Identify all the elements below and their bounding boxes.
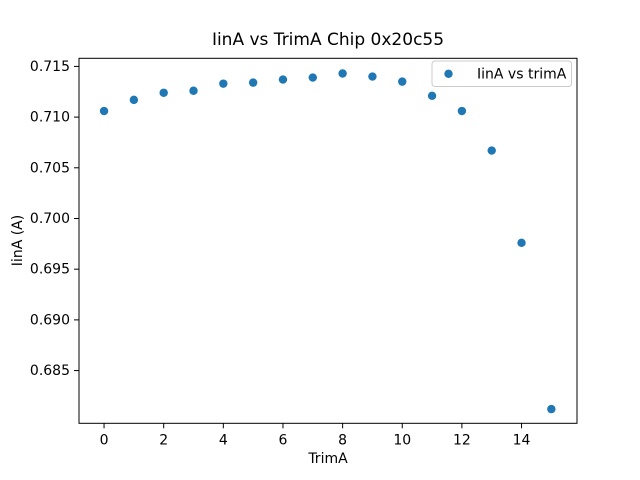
x-tick-label: 2 (159, 432, 168, 448)
y-tick-label: 0.685 (30, 363, 70, 379)
legend: IinA vs trimA (431, 60, 572, 87)
legend-box (431, 60, 572, 87)
y-tick-label: 0.690 (30, 312, 70, 328)
legend-entry-label: IinA vs trimA (477, 67, 567, 83)
data-point (129, 95, 139, 105)
y-tick-label: 0.705 (30, 160, 70, 176)
y-tick-label: 0.695 (30, 262, 70, 278)
data-point (308, 73, 317, 82)
data-point (278, 75, 288, 84)
y-tick-label: 0.710 (30, 110, 70, 126)
x-tick-label: 10 (393, 432, 411, 448)
x-tick-label: 0 (100, 432, 109, 448)
legend-marker-icon (444, 69, 453, 79)
x-axis-label: TrimA (307, 451, 348, 467)
x-ticks: 0 2 4 6 8 10 12 14 (100, 423, 531, 448)
plot-title: IinA vs TrimA Chip 0x20c55 (212, 30, 444, 50)
data-point (457, 106, 467, 116)
x-tick-label: 8 (338, 432, 347, 448)
data-point (189, 86, 198, 95)
data-point (487, 146, 496, 155)
x-tick-label: 12 (453, 432, 471, 448)
y-tick-label: 0.700 (30, 211, 70, 227)
data-point (99, 106, 109, 116)
data-point (248, 78, 258, 87)
data-point (427, 91, 437, 101)
y-tick-label: 0.715 (30, 59, 70, 75)
x-tick-label: 6 (279, 432, 288, 448)
axes-spines (78, 57, 578, 424)
x-tick-label: 14 (513, 432, 531, 448)
data-points (99, 69, 556, 414)
data-point (159, 88, 168, 97)
x-tick-label: 4 (219, 432, 228, 448)
y-axis-label: IinA (A) (10, 215, 26, 266)
data-point (219, 79, 228, 88)
data-point (338, 69, 347, 78)
data-point (547, 404, 556, 414)
y-ticks: 0.685 0.690 0.695 0.700 0.705 0.710 0.715 (30, 59, 79, 379)
data-point (398, 77, 407, 86)
data-point (368, 72, 377, 81)
data-point (517, 238, 526, 248)
